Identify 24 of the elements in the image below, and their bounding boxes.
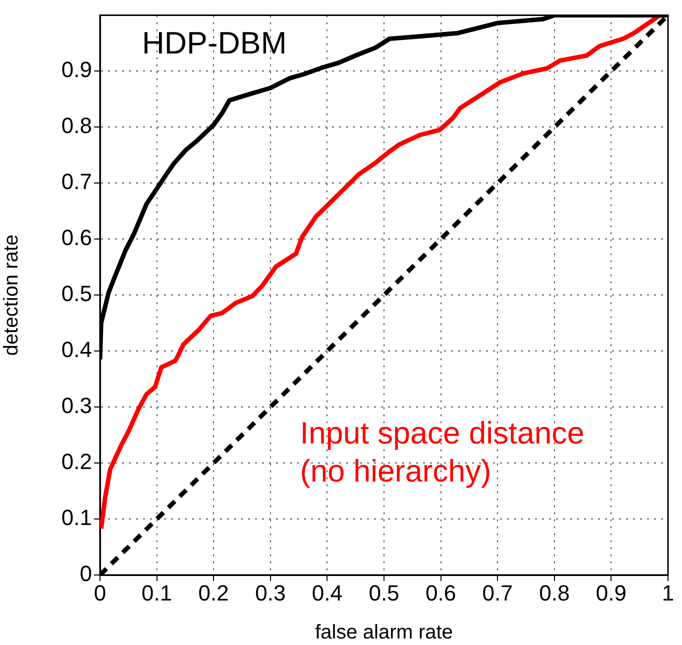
y-tick-label: 0.3 bbox=[61, 393, 92, 418]
y-tick-label: 0.8 bbox=[61, 113, 92, 138]
y-tick-label: 0.7 bbox=[61, 169, 92, 194]
y-tick-label: 0.2 bbox=[61, 449, 92, 474]
x-tick-label: 1 bbox=[662, 580, 674, 606]
x-tick-label: 0.8 bbox=[539, 580, 570, 606]
x-tick-label: 0.2 bbox=[198, 580, 229, 606]
y-tick-label: 0 bbox=[80, 561, 92, 586]
y-tick-label: 0.1 bbox=[61, 505, 92, 530]
y-tick-label: 0.9 bbox=[61, 57, 92, 82]
x-axis-title: false alarm rate bbox=[315, 622, 453, 644]
y-tick-label: 0.5 bbox=[61, 281, 92, 306]
x-tick-label: 0.6 bbox=[426, 580, 456, 606]
text: Input space distance (no hierarchy) bbox=[300, 416, 584, 489]
series-label: HDP-DBM bbox=[142, 26, 287, 61]
y-tick-label: 0.4 bbox=[61, 337, 92, 362]
y-axis-title: detection rate bbox=[0, 234, 23, 356]
x-tick-label: 0.3 bbox=[255, 580, 286, 606]
y-tick-label: 0.6 bbox=[61, 225, 92, 250]
x-tick-label: 0.9 bbox=[596, 580, 626, 606]
x-tick-label: 0.5 bbox=[368, 580, 400, 606]
x-tick-label: 0.4 bbox=[312, 580, 342, 606]
x-tick-label: 0.7 bbox=[482, 580, 513, 606]
x-tick-label: 0.1 bbox=[142, 580, 172, 606]
